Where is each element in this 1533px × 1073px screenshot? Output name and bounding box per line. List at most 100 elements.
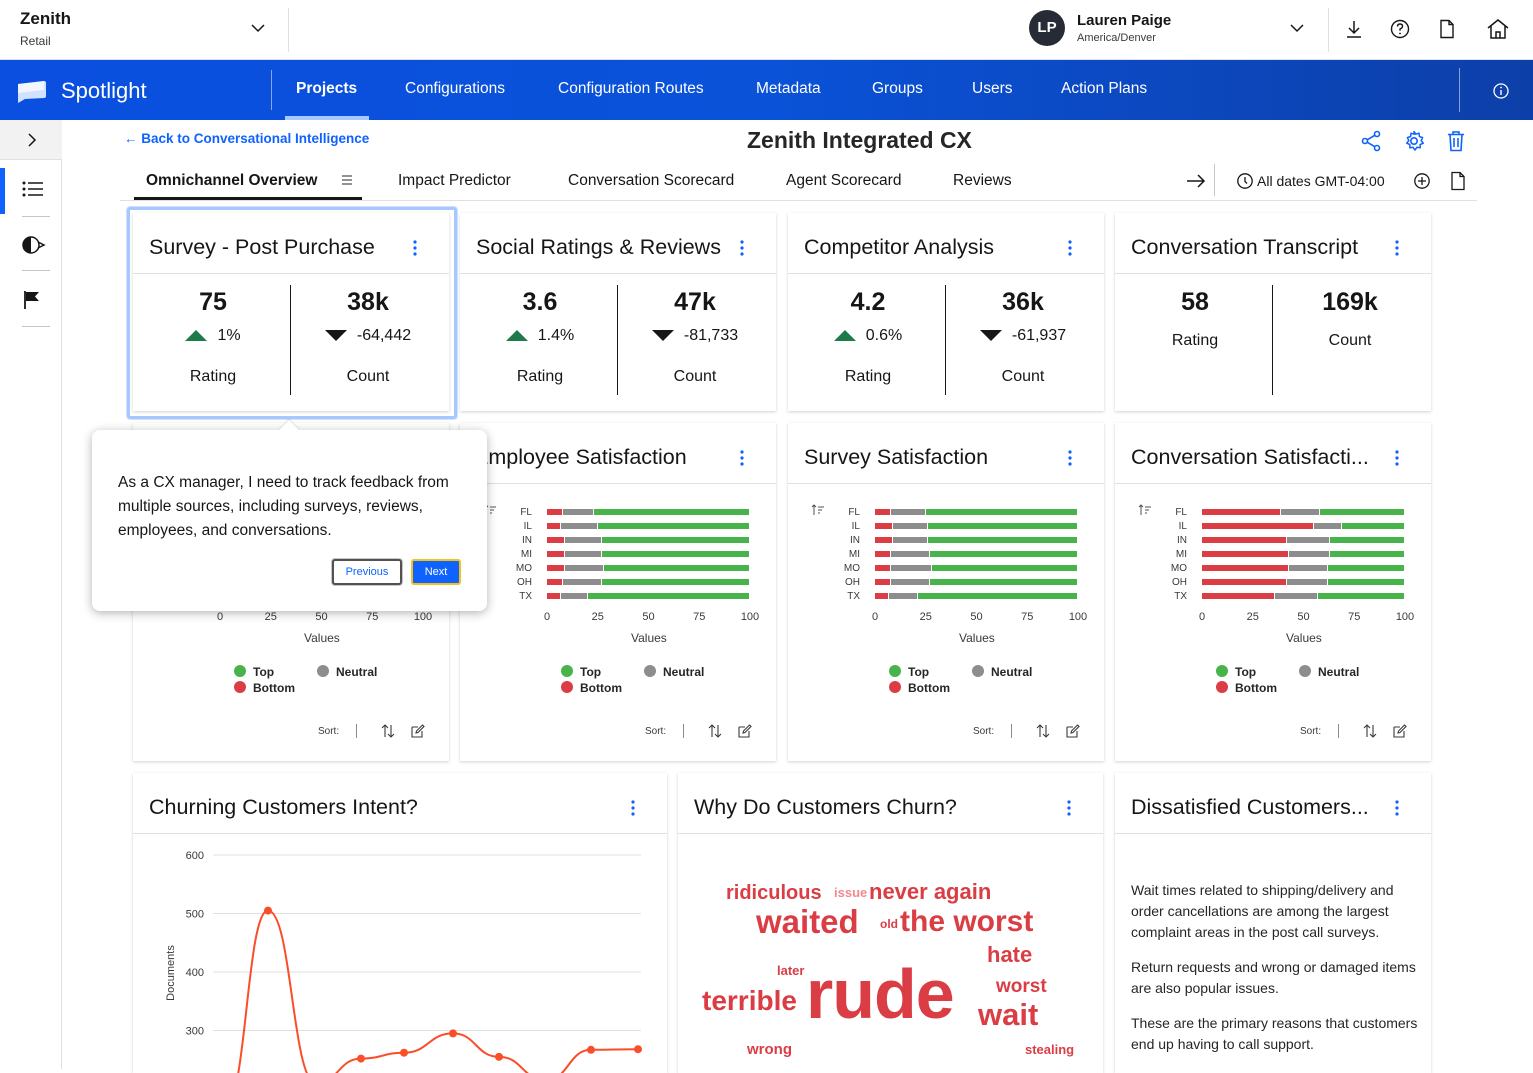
home-icon[interactable] (1486, 18, 1510, 40)
add-icon[interactable] (1413, 172, 1431, 190)
data-point[interactable] (264, 906, 272, 915)
sort-icon[interactable] (708, 723, 722, 739)
legend-neutral-swatch (317, 665, 329, 677)
data-point[interactable] (634, 1045, 642, 1054)
legend-top: Top (580, 665, 602, 679)
nav-configuration-routes[interactable]: Configuration Routes (558, 80, 704, 97)
divider (788, 273, 1104, 274)
divider (683, 724, 684, 738)
category-label: TX (1174, 591, 1187, 602)
legend-neutral: Neutral (1318, 665, 1360, 679)
edit-icon[interactable] (1066, 724, 1080, 738)
list-icon[interactable] (22, 180, 44, 198)
divider (788, 483, 1104, 484)
brand-name[interactable]: Spotlight (61, 78, 147, 103)
bar-segment-bottom (875, 509, 891, 515)
overflow-menu-icon[interactable] (409, 239, 421, 257)
bar-segment-neutral (1287, 579, 1327, 585)
category-label: FL (1175, 507, 1187, 518)
nav-groups[interactable]: Groups (872, 80, 923, 97)
bar-segment-top (917, 593, 1077, 599)
category-label: FL (520, 507, 532, 518)
data-point[interactable] (449, 1029, 457, 1038)
overflow-menu-icon[interactable] (1064, 449, 1076, 467)
rail-expand-button[interactable] (0, 120, 62, 160)
overflow-menu-icon[interactable] (1391, 239, 1403, 257)
nav-metadata[interactable]: Metadata (756, 80, 821, 97)
category-label: OH (1172, 577, 1187, 588)
settings-icon[interactable] (1403, 130, 1425, 152)
category-label: FL (848, 507, 860, 518)
document-icon[interactable] (1436, 18, 1458, 40)
avatar[interactable]: LP (1029, 10, 1065, 46)
x-tick-label: 25 (919, 611, 932, 623)
bar-segment-top (603, 565, 749, 571)
sort-bars-icon[interactable] (1138, 503, 1152, 517)
edit-icon[interactable] (1393, 724, 1407, 738)
nav-action-plans[interactable]: Action Plans (1061, 80, 1148, 97)
date-info-icon[interactable] (1236, 172, 1254, 190)
overflow-menu-icon[interactable] (1064, 239, 1076, 257)
sort-icon[interactable] (381, 723, 395, 739)
back-link[interactable]: ← Back to Conversational Intelligence (124, 131, 370, 146)
overflow-menu-icon[interactable] (627, 799, 639, 817)
bar-segment-bottom (875, 537, 893, 543)
tab-overflow-menu-icon[interactable] (340, 172, 354, 188)
overflow-menu-icon[interactable] (1391, 449, 1403, 467)
bar-segment-bottom (547, 537, 565, 543)
bar-segment-top (929, 579, 1077, 585)
overflow-menu-icon[interactable] (1063, 799, 1075, 817)
tab-conversation-scorecard[interactable]: Conversation Scorecard (568, 172, 735, 189)
tab-impact-predictor[interactable]: Impact Predictor (398, 172, 511, 189)
nav-projects[interactable]: Projects (296, 80, 358, 97)
next-button[interactable]: Next (411, 559, 461, 585)
edit-icon[interactable] (738, 724, 752, 738)
edit-icon[interactable] (411, 724, 425, 738)
arrow-right-icon[interactable] (1185, 172, 1207, 190)
word-issue: issue (834, 885, 868, 900)
overflow-menu-icon[interactable] (736, 449, 748, 467)
spotlight-logo-icon (16, 80, 48, 104)
rating-value: 4.2 (850, 288, 886, 316)
trash-icon[interactable] (1446, 130, 1466, 152)
tab-agent-scorecard[interactable]: Agent Scorecard (786, 172, 902, 189)
bar-segment-top (601, 551, 749, 557)
download-icon[interactable] (1343, 18, 1365, 40)
data-point[interactable] (400, 1048, 408, 1057)
x-tick-label: 25 (591, 611, 604, 623)
rating-label: Rating (1171, 332, 1219, 349)
dashboard-icon[interactable] (22, 235, 46, 255)
overflow-menu-icon[interactable] (736, 239, 748, 257)
bar-segment-neutral (565, 551, 601, 557)
nav-users[interactable]: Users (972, 80, 1013, 97)
sort-icon[interactable] (1363, 723, 1377, 739)
data-point[interactable] (587, 1045, 595, 1054)
help-icon[interactable] (1389, 18, 1411, 40)
nav-configurations[interactable]: Configurations (405, 80, 505, 97)
data-point[interactable] (495, 1052, 503, 1061)
divider (22, 216, 50, 217)
org-subtitle: Retail (20, 34, 51, 48)
date-range-label[interactable]: All dates GMT-04:00 (1257, 173, 1385, 189)
category-label: IL (1178, 521, 1187, 532)
tab-omnichannel-overview[interactable]: Omnichannel Overview (146, 172, 318, 189)
legend-bottom: Bottom (1235, 681, 1277, 695)
bar-segment-top (927, 537, 1077, 543)
sort-label: Sort: (318, 726, 340, 737)
user-menu-chevron-down-icon[interactable] (1287, 18, 1307, 38)
sort-icon[interactable] (1036, 723, 1050, 739)
tab-reviews[interactable]: Reviews (953, 172, 1012, 189)
bar-segment-neutral (565, 537, 601, 543)
org-switcher-chevron-down-icon[interactable] (248, 18, 268, 38)
share-icon[interactable] (1360, 130, 1382, 152)
flag-icon[interactable] (22, 290, 42, 310)
overflow-menu-icon[interactable] (1391, 799, 1403, 817)
sort-label: Sort: (645, 726, 667, 737)
bar-segment-neutral (563, 579, 601, 585)
info-icon[interactable] (1492, 82, 1510, 100)
document-icon[interactable] (1450, 171, 1466, 191)
previous-button[interactable]: Previous (332, 559, 402, 585)
data-point[interactable] (357, 1054, 365, 1063)
sort-bars-icon[interactable] (811, 503, 825, 517)
legend-top-swatch (889, 665, 901, 677)
